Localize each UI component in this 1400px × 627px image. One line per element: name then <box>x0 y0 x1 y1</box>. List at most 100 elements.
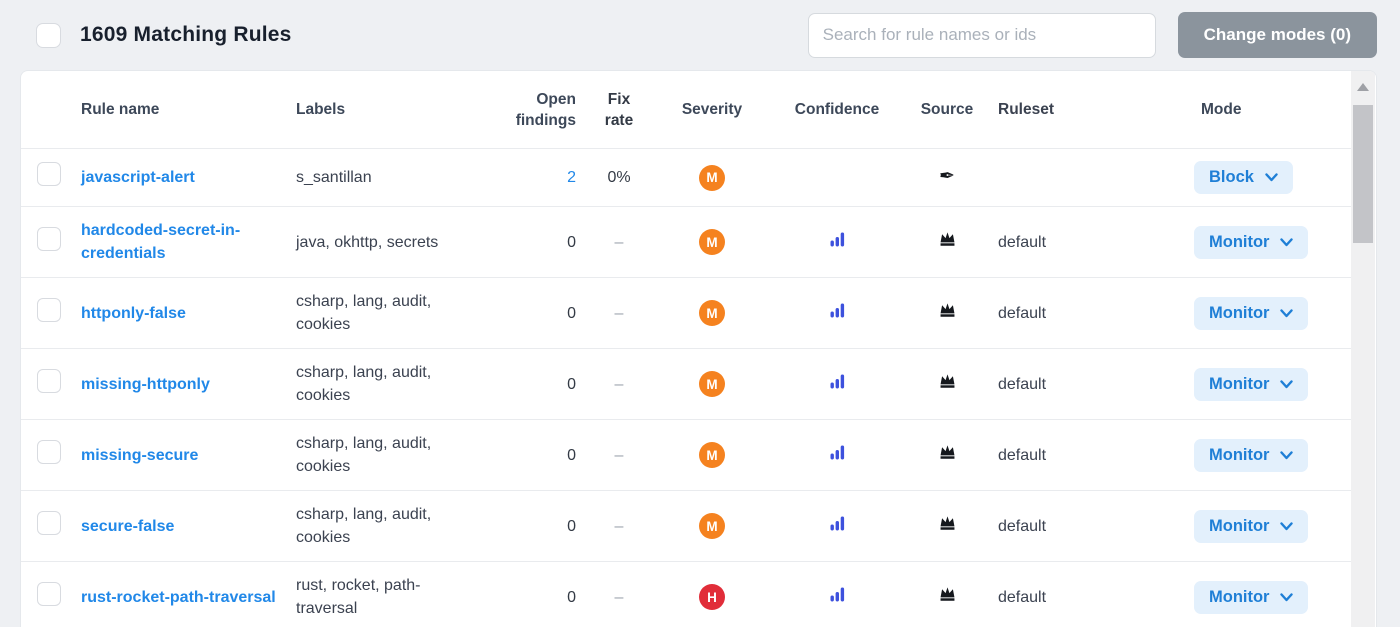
labels-text: rust, rocket, path-traversal <box>296 577 421 617</box>
severity-badge: M <box>699 300 725 326</box>
column-header-fix-rate: Fix rate <box>604 90 634 129</box>
severity-badge: M <box>699 371 725 397</box>
fix-rate-value: – <box>614 304 624 322</box>
change-modes-button[interactable]: Change modes (0) <box>1177 12 1377 58</box>
column-header-ruleset: Ruleset <box>998 101 1054 118</box>
fix-rate-value: – <box>614 517 624 535</box>
fix-rate-value: – <box>614 233 624 251</box>
row-checkbox[interactable] <box>37 439 61 464</box>
open-findings-value: 0 <box>567 375 576 393</box>
ruleset-text: default <box>998 446 1047 464</box>
chevron-down-icon <box>1280 308 1294 317</box>
chevron-down-icon <box>1280 237 1294 246</box>
open-findings-value: 0 <box>567 517 576 535</box>
chevron-down-icon <box>1280 521 1294 530</box>
mode-dropdown-button[interactable]: Monitor <box>1194 580 1309 614</box>
column-header-severity: Severity <box>681 101 743 118</box>
crown-icon <box>940 232 954 246</box>
ruleset-text: default <box>998 375 1047 393</box>
severity-badge: M <box>699 513 725 539</box>
open-findings-value: 0 <box>567 588 576 606</box>
open-findings-value: 0 <box>567 304 576 322</box>
labels-text: csharp, lang, audit, cookies <box>296 506 432 546</box>
ruleset-text: default <box>998 233 1047 251</box>
labels-text: java, okhttp, secrets <box>296 233 439 251</box>
fix-rate-value: – <box>614 446 624 464</box>
row-checkbox[interactable] <box>37 581 61 606</box>
mode-dropdown-button[interactable]: Monitor <box>1194 438 1309 472</box>
severity-badge: M <box>699 442 725 468</box>
rule-name-link[interactable]: httponly-false <box>81 304 186 322</box>
column-header-rule-name: Rule name <box>81 101 160 118</box>
rule-name-link[interactable]: rust-rocket-path-traversal <box>81 588 276 606</box>
rule-name-link[interactable]: javascript-alert <box>81 169 195 186</box>
rule-name-link[interactable]: missing-httponly <box>81 375 210 393</box>
crown-icon <box>940 516 954 530</box>
confidence-bars-icon <box>830 303 844 317</box>
scrollbar-thumb[interactable] <box>1353 105 1373 243</box>
row-checkbox[interactable] <box>37 226 61 251</box>
row-checkbox[interactable] <box>37 162 61 186</box>
row-checkbox[interactable] <box>37 368 61 393</box>
column-header-mode: Mode <box>1201 101 1242 118</box>
fix-rate-value: – <box>614 375 624 393</box>
labels-text: csharp, lang, audit, cookies <box>296 293 432 333</box>
search-input[interactable] <box>807 12 1156 58</box>
row-checkbox[interactable] <box>37 297 61 322</box>
open-findings-value: 0 <box>567 233 576 251</box>
mode-dropdown-button[interactable]: Monitor <box>1194 367 1309 401</box>
mode-label: Block <box>1209 168 1254 186</box>
fix-rate-value: – <box>614 588 624 606</box>
scrollbar[interactable] <box>1351 71 1375 627</box>
chevron-down-icon <box>1280 450 1294 459</box>
rule-name-link[interactable]: missing-secure <box>81 446 199 464</box>
rule-name-link[interactable]: hardcoded-secret-in-credentials <box>81 222 241 262</box>
mode-dropdown-button[interactable]: Monitor <box>1194 509 1309 543</box>
page-title: 1609 Matching Rules <box>80 23 292 46</box>
severity-badge: M <box>699 164 725 191</box>
row-checkbox[interactable] <box>37 510 61 535</box>
column-header-open-findings: Open findings <box>515 90 576 129</box>
table-row: missing-secure csharp, lang, audit, cook… <box>21 420 1352 491</box>
mode-dropdown-button[interactable]: Monitor <box>1194 296 1309 330</box>
severity-badge: H <box>699 584 725 610</box>
rule-name-link[interactable]: secure-false <box>81 517 175 535</box>
table-row: hardcoded-secret-in-credentials java, ok… <box>21 207 1352 278</box>
crown-icon <box>940 587 954 601</box>
mode-label: Monitor <box>1209 445 1270 464</box>
chevron-down-icon <box>1265 173 1278 182</box>
crown-icon <box>940 303 954 317</box>
labels-text: s_santillan <box>296 169 372 186</box>
ruleset-text: default <box>998 517 1047 535</box>
confidence-bars-icon <box>830 232 844 246</box>
open-findings-value: 0 <box>567 446 576 464</box>
top-bar: 1609 Matching Rules Change modes (0) <box>0 0 1400 70</box>
severity-badge: M <box>699 229 725 255</box>
confidence-bars-icon <box>830 516 844 530</box>
mode-label: Monitor <box>1209 303 1270 322</box>
mode-label: Monitor <box>1209 587 1270 606</box>
mode-label: Monitor <box>1209 232 1270 251</box>
table-row: httponly-false csharp, lang, audit, cook… <box>21 278 1352 349</box>
column-header-labels: Labels <box>296 101 346 118</box>
ruleset-text: default <box>998 304 1047 322</box>
mode-dropdown-button[interactable]: Monitor <box>1194 225 1309 259</box>
table-row: secure-false csharp, lang, audit, cookie… <box>21 491 1352 562</box>
crown-icon <box>940 374 954 388</box>
scroll-up-arrow-icon[interactable] <box>1357 83 1369 91</box>
fix-rate-value: 0% <box>607 169 631 186</box>
select-all-checkbox[interactable] <box>36 22 61 48</box>
column-header-source: Source <box>920 101 974 118</box>
chevron-down-icon <box>1280 592 1294 601</box>
pen-nib-icon: ✒ <box>939 166 955 187</box>
chevron-down-icon <box>1280 379 1294 388</box>
open-findings-value: 2 <box>567 169 576 186</box>
confidence-bars-icon <box>830 587 844 601</box>
labels-text: csharp, lang, audit, cookies <box>296 364 432 404</box>
table-body: javascript-alert s_santillan 2 0% M ✒ Bl… <box>21 149 1352 627</box>
ruleset-text: default <box>998 588 1047 606</box>
column-header-confidence: Confidence <box>794 101 880 118</box>
confidence-bars-icon <box>830 374 844 388</box>
rules-table: Rule name Labels Open findings Fix rate … <box>21 71 1352 627</box>
mode-dropdown-button[interactable]: Block <box>1194 161 1293 194</box>
